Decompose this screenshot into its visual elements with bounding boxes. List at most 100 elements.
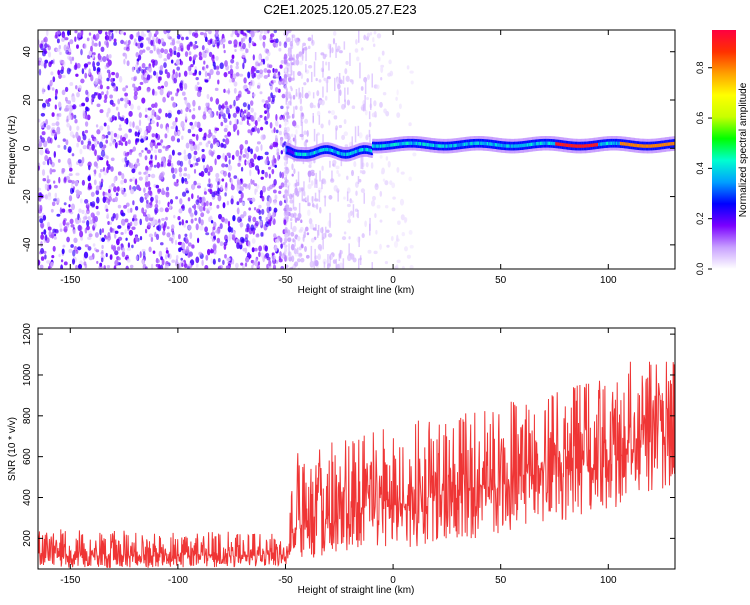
spectrogram-cell: [343, 196, 346, 200]
signal-core: [503, 144, 506, 148]
signal-core: [661, 143, 664, 147]
spectrogram-cell: [145, 199, 149, 204]
signal-core: [586, 144, 589, 148]
spectrogram-cell: [40, 112, 46, 117]
spectrogram-cell: [305, 64, 307, 73]
spectrogram-cell: [117, 111, 120, 118]
spectrogram-cell: [113, 87, 118, 92]
spectrogram-cell: [62, 33, 66, 39]
signal-core: [533, 142, 536, 146]
spectrogram-cell: [224, 125, 229, 129]
spectrogram-cell: [72, 105, 76, 110]
spectrogram-cell: [248, 207, 252, 211]
spectrogram-cell: [399, 198, 405, 206]
spectrogram-cell: [111, 183, 115, 187]
spectrogram-cell: [396, 112, 401, 118]
spectrogram-cell: [190, 144, 195, 152]
spectrogram-cell: [119, 97, 124, 102]
spectrogram-cell: [104, 40, 109, 46]
spectrogram-cell: [108, 189, 111, 194]
signal-core: [470, 141, 473, 146]
spectrogram-cell: [102, 196, 107, 203]
spectrogram-cell: [329, 160, 331, 168]
spectrogram-cell: [141, 207, 145, 214]
spectrogram-cell: [82, 216, 88, 221]
x-tick-label: -50: [278, 275, 293, 286]
signal-core: [360, 148, 363, 152]
spectrogram-cell: [176, 178, 179, 184]
spectrogram-cell: [335, 128, 337, 140]
signal-core: [361, 148, 364, 152]
spectrogram-cell: [365, 134, 369, 141]
spectrogram-cell: [223, 127, 228, 133]
spectrogram-cell: [226, 152, 231, 157]
spectrogram-cell: [84, 263, 88, 269]
spectrogram-cell: [79, 198, 83, 204]
spectrogram-cell: [328, 119, 331, 126]
spectrogram-cell: [346, 203, 351, 208]
spectrogram-cell: [114, 250, 119, 256]
spectrogram-cell: [170, 224, 175, 230]
spectrogram-cell: [113, 176, 116, 184]
spectrogram-cell: [305, 46, 307, 62]
spectrogram-cell: [233, 123, 238, 131]
spectrogram-cell: [105, 139, 109, 144]
signal-core: [413, 141, 416, 145]
spectrogram-cell: [181, 91, 186, 96]
spectrogram-cell: [92, 34, 96, 40]
signal-core: [608, 141, 611, 146]
spectrogram-cell: [247, 240, 251, 248]
spectrogram-cell: [221, 178, 225, 182]
spectrogram-cell: [268, 206, 272, 212]
spectrogram-cell: [178, 208, 183, 214]
signal-core: [650, 144, 654, 148]
signal-core: [342, 152, 345, 156]
signal-core: [302, 152, 305, 157]
spectrogram-cell: [353, 161, 357, 168]
spectrogram-cell: [247, 103, 251, 111]
spectrogram-cell: [99, 168, 103, 173]
spectrogram-cell: [187, 242, 192, 247]
signal-core: [626, 142, 629, 146]
x-tick-label: -150: [60, 275, 80, 286]
spectrogram-cell: [235, 238, 240, 244]
spectrogram-cell: [396, 89, 399, 96]
spectrogram-cell: [228, 159, 231, 165]
spectrogram-cell: [200, 219, 204, 226]
spectrogram-cell: [210, 143, 214, 149]
spectrogram-cell: [249, 100, 254, 106]
spectrogram-cell: [364, 220, 367, 228]
spectrogram-cell: [233, 39, 238, 47]
spectrogram-cell: [165, 112, 168, 118]
signal-core: [475, 141, 478, 145]
spectrogram-cell: [398, 103, 402, 110]
spectrogram-cell: [207, 140, 211, 144]
spectrogram-cell: [128, 110, 133, 117]
spectrogram-cell: [277, 88, 281, 93]
signal-core: [493, 142, 496, 147]
spectrogram-cell: [265, 221, 270, 228]
spectrogram-cell: [113, 132, 117, 138]
spectrogram-cell: [307, 45, 311, 50]
spectrogram-cell: [380, 66, 384, 73]
spectrogram-cell: [74, 180, 79, 187]
signal-core: [528, 143, 531, 147]
spectrogram-cell: [204, 226, 208, 233]
spectrogram-cell: [258, 209, 262, 215]
spectrogram-cell: [97, 30, 103, 35]
signal-core: [663, 142, 666, 147]
signal-core: [384, 144, 388, 148]
spectrogram-cell: [296, 124, 300, 129]
spectrogram-cell: [304, 246, 307, 252]
spectrogram-cell: [275, 113, 278, 121]
signal-core: [312, 151, 315, 155]
x-tick-label: -100: [168, 575, 188, 586]
spectrogram-cell: [211, 238, 215, 242]
spectrogram-cell: [132, 176, 136, 182]
spectrogram-cell: [202, 205, 206, 212]
spectrogram-cell: [179, 172, 183, 177]
spectrogram-cell: [183, 222, 187, 228]
signal-core: [414, 141, 417, 146]
signal-core: [542, 141, 545, 145]
spectrogram-cell: [278, 41, 282, 47]
